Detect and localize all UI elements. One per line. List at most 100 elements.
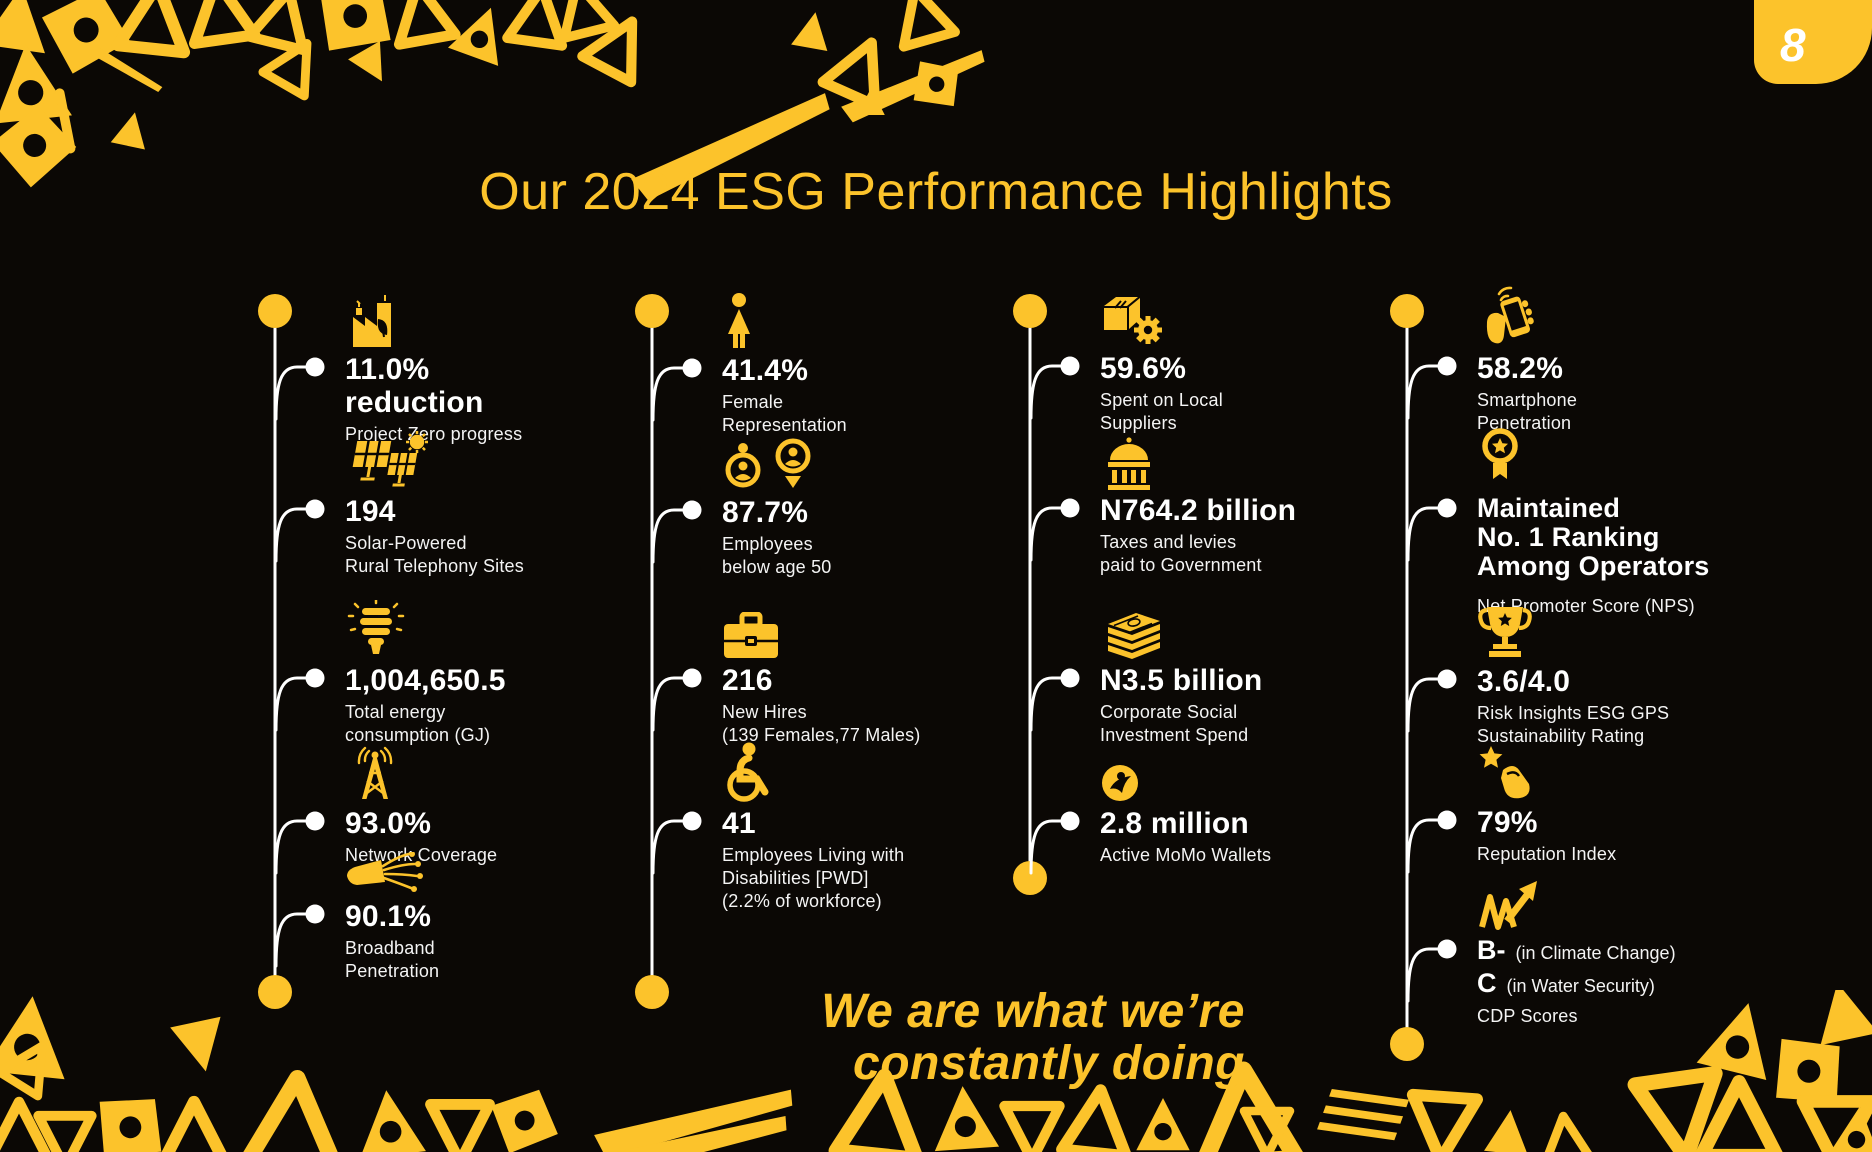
stat-value: 11.0% reduction <box>345 353 484 419</box>
timeline-reputation-ratings <box>1390 294 1457 1061</box>
timeline-dot <box>1437 939 1457 959</box>
trophy-icon <box>1477 591 1807 661</box>
stat-sublabel: Solar-Powered Rural Telephony Sites <box>345 533 524 576</box>
tagline-line-1: We are what we’re <box>821 985 1245 1038</box>
solar-panels-icon <box>345 421 675 491</box>
stat-sublabel: Network Coverage <box>345 845 498 865</box>
stat-item-environment-energy-3: 93.0% Network Coverage <box>345 733 675 867</box>
stat-sublabel: Total energy consumption (GJ) <box>345 702 491 745</box>
stat-sublabel: New Hires (139 Females,77 Males) <box>722 702 921 745</box>
timeline-end-circle <box>635 975 669 1009</box>
stat-sublabel: Active MoMo Wallets <box>1100 845 1272 865</box>
stat-sublabel: Net Promoter Score (NPS) <box>1477 596 1695 616</box>
stat-sublabel: Smartphone Penetration <box>1477 390 1578 433</box>
momo-wallet-icon <box>1100 733 1430 803</box>
stat-item-people-workforce-2: 216 New Hires (139 Females,77 Males) <box>722 590 1052 747</box>
timeline-dot <box>1437 810 1457 830</box>
stat-item-environment-energy-2: 1,004,650.5 Total energy consumption (GJ) <box>345 590 675 747</box>
timeline-dot <box>305 499 325 519</box>
stat-value: 1,004,650.5 <box>345 664 506 697</box>
timeline-start-circle <box>1013 294 1047 328</box>
score-row: B- (in Climate Change) <box>1477 935 1676 965</box>
stat-sublabel: Employees Living with Disabilities [PWD](… <box>722 845 905 911</box>
stat-sublabel: Corporate Social Investment Spend <box>1100 702 1249 745</box>
timeline-economy-community <box>1013 294 1080 895</box>
timeline-start-circle <box>258 294 292 328</box>
timeline-dot <box>1437 669 1457 689</box>
stat-item-environment-energy-4: 90.1% Broadband Penetration <box>345 826 675 983</box>
timeline-dot <box>1060 668 1080 688</box>
government-building-icon <box>1100 420 1430 490</box>
stat-item-economy-community-3: 2.8 million Active MoMo Wallets <box>1100 733 1430 867</box>
chart-growth-icon <box>1477 861 1807 931</box>
timeline-dot <box>682 500 702 520</box>
timeline-start-circle <box>1390 294 1424 328</box>
stat-value: N3.5 billion <box>1100 664 1263 697</box>
stat-item-reputation-ratings-3: 79% Reputation Index <box>1477 732 1807 866</box>
timeline-end-circle <box>1390 1027 1424 1061</box>
fiber-optic-icon <box>345 826 675 896</box>
stat-value: 93.0% <box>345 807 432 840</box>
stat-sublabel: Reputation Index <box>1477 844 1617 864</box>
stat-item-environment-energy-1: 194 Solar-Powered Rural Telephony Sites <box>345 421 675 578</box>
gender-symbols-icon <box>722 422 1052 492</box>
stat-item-reputation-ratings-1: Maintained No. 1 Ranking Among Operators Ne… <box>1477 420 1807 618</box>
female-person-icon <box>722 280 1052 350</box>
stat-value: 2.8 million <box>1100 807 1249 840</box>
stat-value: 216 <box>722 664 773 697</box>
stat-value: 41 <box>722 807 756 840</box>
cash-stack-icon <box>1100 590 1430 660</box>
hand-star-icon <box>1477 732 1807 802</box>
stat-sublabel: Risk Insights ESG GPS Sustainability Rati… <box>1477 703 1670 746</box>
stat-value: 59.6% <box>1100 352 1187 385</box>
stat-value: Maintained No. 1 Ranking Among Operators <box>1477 493 1710 581</box>
timeline-dot <box>305 904 325 924</box>
stat-item-reputation-ratings-4: B- (in Climate Change) C (in Water Secur… <box>1477 861 1807 1028</box>
timeline-dot <box>1437 498 1457 518</box>
stat-sublabel: CDP Scores <box>1477 1006 1578 1026</box>
timeline-dot <box>682 811 702 831</box>
timeline-dot <box>305 811 325 831</box>
package-gear-icon <box>1100 278 1430 348</box>
slide-tagline: We are what we’re constantly doing <box>700 986 1245 1090</box>
stat-item-reputation-ratings-2: 3.6/4.0 Risk Insights ESG GPS Sustainabili… <box>1477 591 1807 748</box>
stat-value: 90.1% <box>345 900 432 933</box>
timeline-dot <box>1060 498 1080 518</box>
stat-value: 41.4% <box>722 354 809 387</box>
stat-item-people-workforce-3: 41 Employees Living with Disabilities [PWD… <box>722 733 1052 913</box>
stat-value: 87.7% <box>722 496 809 529</box>
score-row: C (in Water Security) <box>1477 968 1655 998</box>
stat-sublabel: Female Representation <box>722 392 847 435</box>
timeline-dot <box>1060 356 1080 376</box>
page-number-badge: 8 <box>1754 0 1872 84</box>
stat-value: 58.2% <box>1477 352 1564 385</box>
timeline-end-circle <box>1013 861 1047 895</box>
stat-item-economy-community-2: N3.5 billion Corporate Social Investment S… <box>1100 590 1430 747</box>
stat-value: 194 <box>345 495 396 528</box>
timeline-dot <box>305 357 325 377</box>
stat-sublabel: Employees below age 50 <box>722 534 832 577</box>
medal-icon <box>1477 420 1807 490</box>
timeline-end-circle <box>258 975 292 1009</box>
wheelchair-icon <box>722 733 1052 803</box>
timeline-dot <box>682 668 702 688</box>
stat-item-reputation-ratings-0: 58.2% Smartphone Penetration <box>1477 278 1807 435</box>
stat-item-economy-community-1: N764.2 billion Taxes and levies paid to Go… <box>1100 420 1430 577</box>
stat-value: 79% <box>1477 806 1538 839</box>
stat-item-people-workforce-1: 87.7% Employees below age 50 <box>722 422 1052 579</box>
slide-title: Our 2024 ESG Performance Highlights <box>479 163 1393 221</box>
tagline-line-2: constantly doing <box>853 1037 1245 1090</box>
cfl-bulb-icon <box>345 590 675 660</box>
stat-item-economy-community-0: 59.6% Spent on Local Suppliers <box>1100 278 1430 435</box>
stat-sublabel: Spent on Local Suppliers <box>1100 390 1223 433</box>
briefcase-icon <box>722 590 1052 660</box>
network-tower-icon <box>345 733 675 803</box>
stat-sublabel: Broadband Penetration <box>345 938 440 981</box>
timeline-dot <box>1060 811 1080 831</box>
stat-value: N764.2 billion <box>1100 494 1297 527</box>
stat-sublabel: Taxes and levies paid to Government <box>1100 532 1262 575</box>
stat-value: 3.6/4.0 <box>1477 665 1571 698</box>
timeline-dot <box>682 358 702 378</box>
timeline-people-workforce <box>635 294 702 1009</box>
